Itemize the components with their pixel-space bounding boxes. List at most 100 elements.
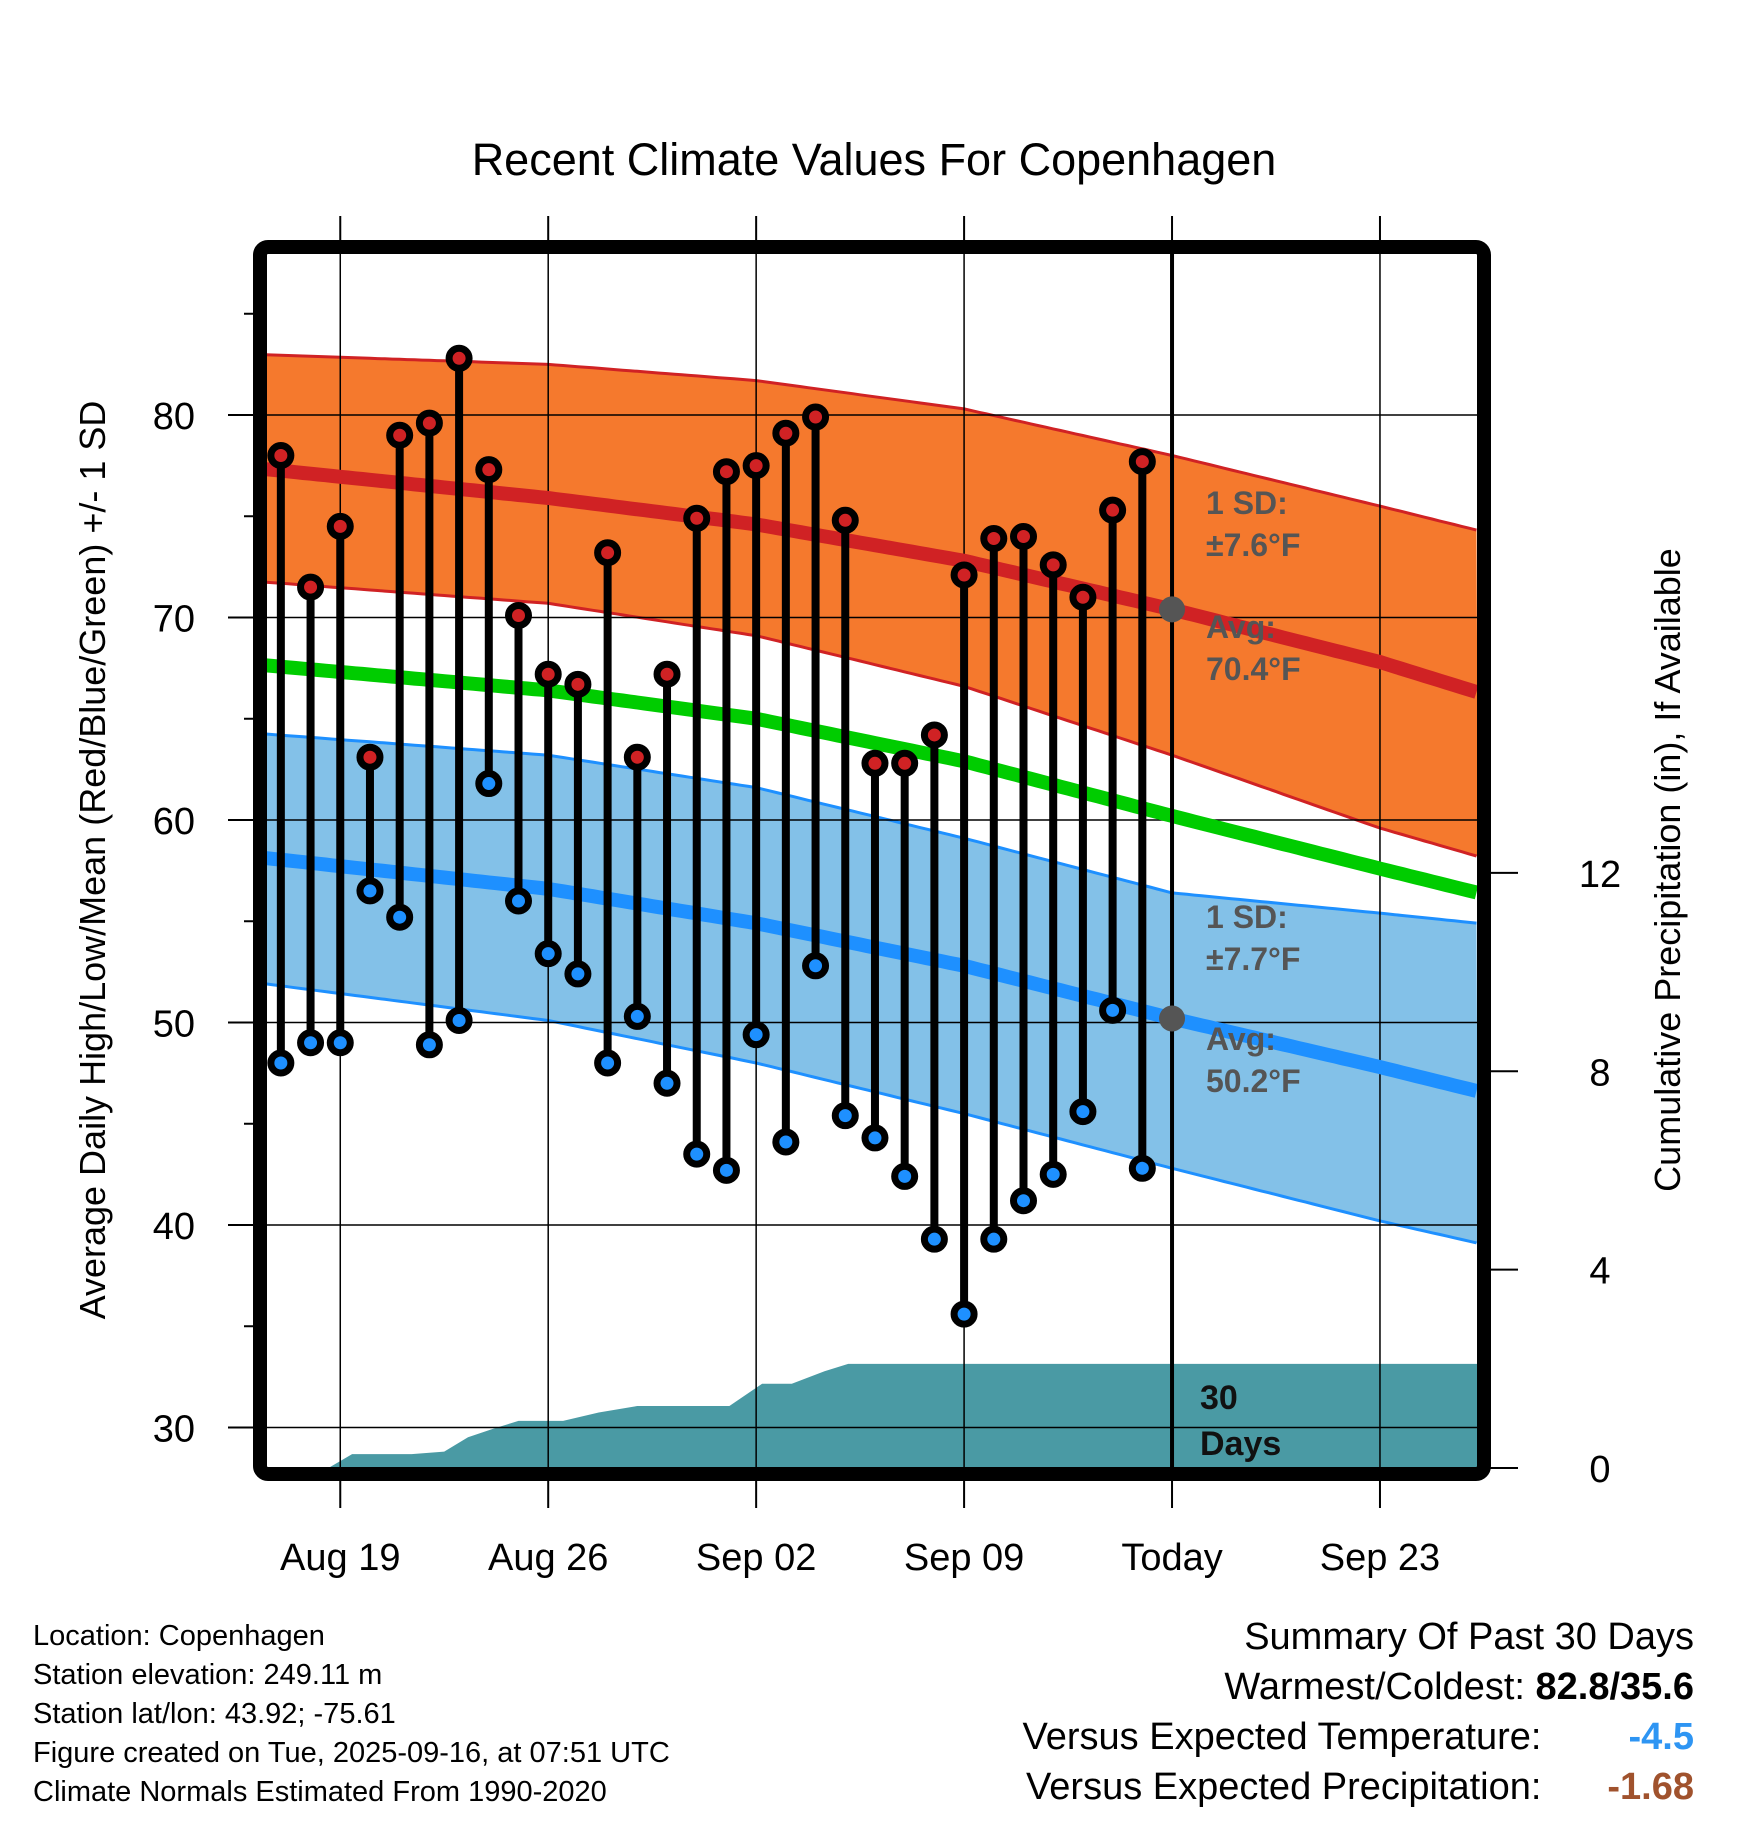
high-point — [1128, 448, 1156, 476]
high-point — [386, 421, 414, 449]
high-point — [1099, 496, 1127, 524]
high-point — [564, 670, 592, 698]
low-point — [415, 1031, 443, 1059]
temp-anomaly-label: Versus Expected Temperature: — [1022, 1716, 1542, 1758]
latlon-text: Station lat/lon: 43.92; -75.61 — [33, 1698, 396, 1730]
daily-stems-layer — [267, 344, 1156, 1328]
high-point — [356, 743, 384, 771]
low-point — [475, 770, 503, 798]
normals-text: Climate Normals Estimated From 1990-2020 — [33, 1776, 607, 1808]
high-point — [831, 506, 859, 534]
low-point — [861, 1124, 889, 1152]
high-point — [980, 525, 1008, 553]
high-point — [950, 561, 978, 589]
station-info: Location: Copenhagen Station elevation: … — [33, 1617, 670, 1812]
y-tick-label: 30 — [153, 1409, 195, 1451]
temp-anomaly-row: Versus Expected Temperature: -4.5 — [1023, 1712, 1694, 1762]
low-sd-label: 1 SD: — [1206, 899, 1288, 935]
low-point — [445, 1006, 473, 1034]
low-avg-value: 50.2°F — [1206, 1063, 1301, 1099]
low-point — [386, 903, 414, 931]
precip-anomaly-label: Versus Expected Precipitation: — [1026, 1766, 1542, 1808]
low-point — [683, 1140, 711, 1168]
low-point — [742, 1021, 770, 1049]
low-point — [891, 1162, 919, 1190]
low-point — [1010, 1187, 1037, 1215]
x-tick-label: Today — [1121, 1537, 1222, 1579]
precipitation-layer — [328, 1363, 1478, 1468]
precip-anomaly-value: -1.68 — [1607, 1766, 1694, 1808]
window-days-word: Days — [1200, 1425, 1281, 1463]
x-tick-label: Aug 26 — [488, 1537, 608, 1579]
low-point — [1039, 1160, 1067, 1188]
y2-tick-label: 12 — [1579, 854, 1621, 896]
x-tick-label: Aug 19 — [280, 1537, 400, 1579]
precipitation-area — [328, 1363, 1478, 1468]
low-point — [505, 887, 532, 915]
high-point — [742, 452, 770, 480]
y2-tick-label: 4 — [1589, 1251, 1610, 1293]
low-point — [534, 940, 562, 968]
high-point — [445, 344, 473, 372]
window-days-number: 30 — [1200, 1379, 1238, 1417]
y-tick-label: 40 — [153, 1206, 195, 1248]
low-point — [712, 1156, 740, 1184]
high-point — [712, 458, 740, 486]
high-point — [475, 456, 503, 484]
location-text: Location: Copenhagen — [33, 1620, 325, 1652]
low-avg-label: Avg: — [1206, 1021, 1276, 1057]
summary-title: Summary Of Past 30 Days — [1244, 1616, 1694, 1658]
low-sd-lower-line — [266, 982, 1477, 1245]
chart-title: Recent Climate Values For Copenhagen — [472, 134, 1277, 185]
high-point — [1069, 583, 1097, 611]
y2-axis-title: Cumulative Precipitation (in), If Availa… — [1647, 548, 1688, 1192]
high-point — [623, 743, 651, 771]
low-point — [356, 877, 384, 905]
climate-chart: Recent Climate Values For Copenhagen 1 S… — [72, 134, 1688, 1579]
high-point — [267, 442, 295, 469]
low-sd-band — [266, 734, 1478, 1244]
normal-lines-layer — [266, 462, 1478, 1098]
created-text: Figure created on Tue, 2025-09-16, at 07… — [33, 1737, 670, 1769]
low-point — [653, 1069, 681, 1097]
warmest-coldest-label: Warmest/Coldest: — [1224, 1666, 1525, 1708]
x-tick-label: Sep 02 — [696, 1537, 816, 1579]
high-sd-label: 1 SD: — [1206, 485, 1288, 521]
low-point — [772, 1128, 800, 1156]
low-point — [1099, 996, 1127, 1024]
high-avg-label: Avg: — [1206, 609, 1276, 645]
low-point — [623, 1002, 651, 1030]
high-point — [653, 660, 681, 688]
axes-layer: 30 40 50 60 70 80 0 4 8 12 Aug 19 Aug 26 Sep 02 Sep 0… — [153, 216, 1621, 1579]
high-sd-band — [266, 354, 1478, 857]
mean-line — [266, 658, 1478, 900]
low-point — [267, 1049, 295, 1077]
high-sd-lower-line — [266, 580, 1477, 858]
precip-anomaly-row: Versus Expected Precipitation: -1.68 — [1023, 1762, 1694, 1812]
high-point — [891, 749, 919, 777]
low-point — [950, 1300, 978, 1328]
y-tick-label: 70 — [153, 599, 195, 641]
high-point — [594, 539, 622, 567]
warmest-coldest-value: 82.8/35.6 — [1535, 1666, 1694, 1708]
elevation-text: Station elevation: 249.11 m — [33, 1659, 383, 1691]
temp-anomaly-value: -4.5 — [1628, 1716, 1694, 1758]
summary-panel: Summary Of Past 30 Days Warmest/Coldest:… — [1023, 1612, 1694, 1812]
plot-frame — [253, 240, 1491, 1481]
low-point — [564, 960, 592, 988]
low-point — [802, 952, 830, 980]
low-sd-upper-line — [266, 732, 1477, 925]
high-point — [534, 660, 562, 688]
y-axis-title: Average Daily High/Low/Mean (Red/Blue/Gr… — [72, 401, 113, 1320]
high-point — [772, 419, 800, 447]
x-tick-label: Sep 09 — [904, 1537, 1024, 1579]
low-sd-value: ±7.7°F — [1206, 941, 1300, 977]
low-point — [1069, 1098, 1097, 1126]
annotations-layer: 1 SD: ±7.6°F Avg: 70.4°F 1 SD: ±7.7°F Av… — [1200, 485, 1301, 1463]
high-point — [861, 749, 889, 777]
high-point — [415, 409, 443, 437]
high-sd-value: ±7.6°F — [1206, 527, 1300, 563]
high-avg-line — [266, 462, 1478, 699]
today-layer — [1159, 253, 1186, 1468]
y-tick-label: 50 — [153, 1004, 195, 1046]
